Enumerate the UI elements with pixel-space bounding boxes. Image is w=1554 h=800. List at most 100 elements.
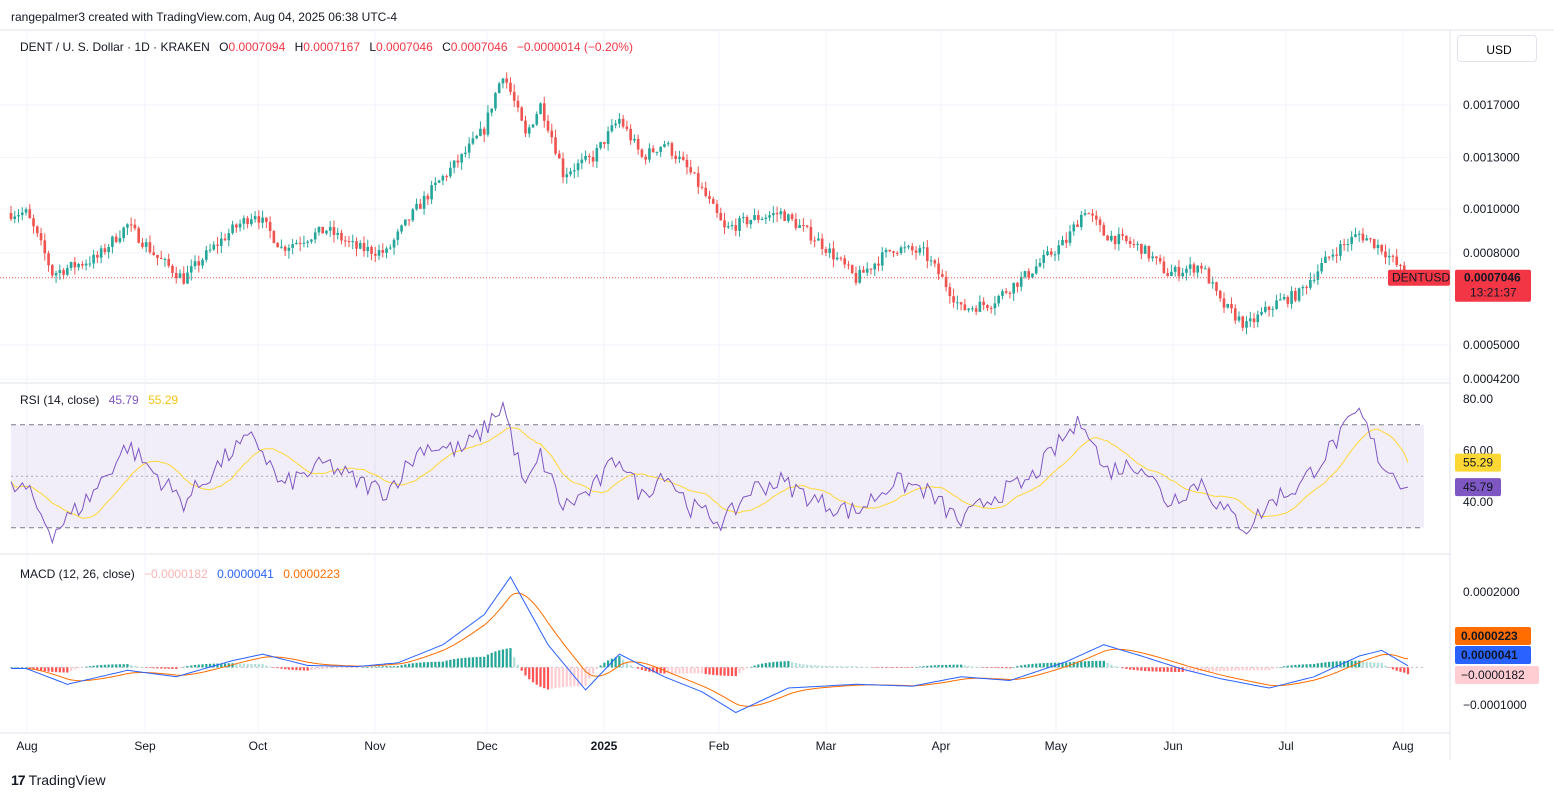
macd-histogram-bar (1309, 664, 1312, 668)
currency-button[interactable]: USD (1457, 35, 1537, 62)
macd-histogram-bar (392, 666, 396, 668)
candle-body (257, 216, 261, 223)
macd-histogram-bar (1023, 664, 1027, 668)
macd-histogram-bar (422, 662, 426, 668)
macd-histogram-bar (513, 657, 516, 668)
macd-histogram-bar (501, 649, 505, 668)
macd-histogram-bar (415, 662, 418, 668)
macd-hist-value: −0.0000182 (144, 567, 208, 581)
macd-histogram-bar (246, 663, 249, 668)
candle-body (708, 196, 711, 199)
macd-histogram-bar (700, 667, 704, 674)
candle-body (373, 253, 377, 256)
macd-badge (1455, 646, 1531, 664)
candle-body (847, 264, 850, 266)
candle-body (550, 130, 554, 138)
price-tick-label: 0.0005000 (1463, 338, 1520, 352)
candle-body (877, 263, 880, 266)
macd-histogram-bar (238, 663, 242, 668)
candle-body (918, 248, 922, 253)
candle-body (584, 155, 587, 160)
high-value: 0.0007167 (303, 40, 360, 54)
macd-histogram-bar (235, 663, 238, 668)
candle-body (805, 225, 809, 227)
macd-badge-value: 0.0000041 (1461, 648, 1518, 662)
candle-body (84, 263, 88, 266)
axes: Aug Sep Oct Nov Dec 2025 Feb Mar Apr May Jun Jul Aug… (16, 98, 1527, 753)
macd-histogram-bar (160, 667, 163, 669)
x-tick-label: Nov (364, 739, 385, 753)
macd-histogram-bar (107, 664, 110, 668)
macd-histogram-bar (817, 665, 820, 668)
macd-histogram-bar (321, 667, 324, 669)
macd-histogram-bar (426, 662, 429, 668)
macd-histogram-bar (828, 666, 831, 668)
candle-body (1091, 213, 1094, 216)
macd-histogram-bar (764, 662, 767, 668)
macd-histogram-bar (1155, 667, 1158, 672)
candle-body (107, 247, 110, 253)
candle-body (1143, 245, 1147, 254)
macd-histogram-bar (280, 667, 283, 669)
macd-histogram-bar (629, 665, 632, 668)
macd-histogram-bar (539, 667, 542, 687)
macd-histogram-bar (253, 663, 257, 668)
candle-body (986, 305, 989, 308)
candle-body (479, 128, 482, 136)
candle-body (535, 114, 539, 125)
candle-body (340, 232, 343, 241)
candle-body (295, 242, 298, 245)
candle-body (1312, 279, 1316, 281)
candle-body (471, 138, 475, 144)
candle-body (1016, 282, 1019, 287)
macd-histogram-bar (1373, 662, 1376, 668)
macd-histogram-bar (1290, 665, 1293, 668)
candle-body (561, 158, 565, 178)
candle-body (253, 216, 257, 220)
candle-body (546, 120, 550, 131)
candle-body (69, 262, 73, 269)
candle-body (565, 174, 569, 178)
macd-histogram-bar (88, 666, 91, 668)
macd-histogram-bar (156, 667, 159, 669)
candle-body (148, 242, 152, 253)
macd-histogram-bar (1252, 667, 1256, 671)
macd-histogram-bar (1136, 667, 1139, 671)
macd-histogram-bar (1065, 662, 1068, 668)
x-tick-label: May (1045, 739, 1068, 753)
x-tick-label: Sep (134, 739, 156, 753)
candle-body (865, 268, 869, 273)
candle-body (467, 143, 471, 153)
candle-body (1098, 219, 1102, 225)
candle-body (242, 218, 246, 224)
candle-body (832, 248, 835, 260)
macd-histogram-bar (310, 667, 313, 671)
candle-body (133, 224, 137, 229)
candle-body (576, 163, 580, 171)
macd-histogram-bar (1286, 665, 1289, 668)
macd-histogram-bar (1234, 667, 1237, 671)
macd-histogram-bar (449, 659, 452, 668)
candle-body (952, 296, 955, 303)
candle-body (1185, 268, 1188, 273)
candle-body (1196, 265, 1200, 273)
macd-histogram-bar (456, 658, 460, 668)
macd-histogram-bar (644, 667, 647, 671)
symbol-badge (1388, 269, 1450, 286)
candle-body (738, 218, 741, 231)
candle-body (1256, 314, 1260, 323)
macd-histogram-bar (896, 667, 899, 668)
macd-histogram-bar (1177, 667, 1181, 672)
candle-body (693, 172, 696, 174)
candle-body (944, 276, 948, 288)
macd-histogram-bar (1147, 667, 1151, 672)
candle-body (167, 258, 171, 266)
candle-body (1260, 311, 1263, 315)
macd-histogram-bar (100, 665, 103, 668)
candle-body (381, 250, 385, 253)
macd-histogram-bar (96, 665, 99, 668)
candle-body (1162, 261, 1166, 274)
candle-body (141, 242, 144, 247)
candle-body (1177, 266, 1181, 277)
